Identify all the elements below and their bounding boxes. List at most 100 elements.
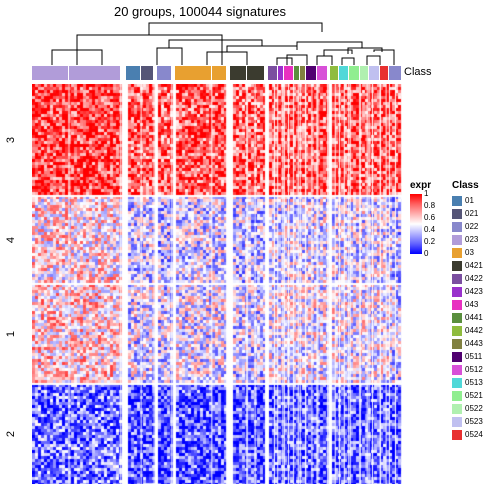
class-legend-item: 0523 <box>452 415 502 428</box>
expr-gradient: 10.80.60.40.20 <box>410 194 422 254</box>
expr-tick: 0.2 <box>424 238 435 246</box>
class-swatch <box>452 274 462 284</box>
expr-tick: 0.8 <box>424 202 435 210</box>
class-bar-segment <box>380 66 389 80</box>
class-legend-item: 0421 <box>452 259 502 272</box>
class-label: 0443 <box>465 339 483 348</box>
class-legend-item: 0441 <box>452 311 502 324</box>
row-block-label: 3 <box>5 137 17 143</box>
class-swatch <box>452 235 462 245</box>
class-bar-segment <box>32 66 69 80</box>
class-bar-segment <box>157 66 172 80</box>
heatmap-canvas <box>32 84 402 484</box>
row-block-label: 2 <box>5 431 17 437</box>
class-label: 023 <box>465 235 478 244</box>
class-swatch <box>452 313 462 323</box>
expr-tick: 0.4 <box>424 226 435 234</box>
class-bar-segment <box>230 66 247 80</box>
class-legend-title: Class <box>452 180 502 191</box>
expr-tick: 1 <box>424 190 428 198</box>
class-label: 043 <box>465 300 478 309</box>
class-label: 0422 <box>465 274 483 283</box>
class-bar-segment <box>349 66 360 80</box>
class-label: 0512 <box>465 365 483 374</box>
class-bar-segment <box>126 66 141 80</box>
class-swatch <box>452 352 462 362</box>
class-legend-item: 0524 <box>452 428 502 441</box>
class-swatch <box>452 430 462 440</box>
class-legend-item: 03 <box>452 246 502 259</box>
class-label: 022 <box>465 222 478 231</box>
class-swatch <box>452 222 462 232</box>
class-swatch <box>452 326 462 336</box>
row-block-label: 4 <box>5 237 17 243</box>
class-swatch <box>452 378 462 388</box>
class-legend-item: 023 <box>452 233 502 246</box>
class-legend-item: 0442 <box>452 324 502 337</box>
row-block-labels: 3 4 1 2 <box>0 84 28 484</box>
class-swatch <box>452 300 462 310</box>
class-bar-segment <box>330 66 339 80</box>
class-bar-segment <box>389 66 402 80</box>
class-bar-segment <box>339 66 348 80</box>
class-legend-item: 0422 <box>452 272 502 285</box>
expr-legend: expr 10.80.60.40.20 <box>410 180 450 254</box>
class-bar-segment <box>294 66 301 80</box>
class-bar-label: Class <box>404 66 432 78</box>
class-bar-segment <box>306 66 317 80</box>
class-label: 0523 <box>465 417 483 426</box>
class-swatch <box>452 339 462 349</box>
class-label: 01 <box>465 196 474 205</box>
class-legend-item: 0512 <box>452 363 502 376</box>
class-swatch <box>452 196 462 206</box>
class-bar-segment <box>212 66 227 80</box>
class-legend-item: 022 <box>452 220 502 233</box>
class-legend: Class 01 021 022 023 03 0421 0422 0423 043 0441 04… <box>452 180 502 441</box>
class-label: 0423 <box>465 287 483 296</box>
class-legend-item: 043 <box>452 298 502 311</box>
class-label: 0524 <box>465 430 483 439</box>
class-legend-item: 0521 <box>452 389 502 402</box>
class-legend-item: 0511 <box>452 350 502 363</box>
class-label: 0442 <box>465 326 483 335</box>
class-swatch <box>452 404 462 414</box>
class-swatch <box>452 248 462 258</box>
class-label: 0441 <box>465 313 483 322</box>
class-bar-segment <box>268 66 277 80</box>
class-bar-segment <box>317 66 328 80</box>
class-label: 0421 <box>465 261 483 270</box>
expr-tick: 0 <box>424 250 428 258</box>
class-legend-item: 0513 <box>452 376 502 389</box>
class-swatch <box>452 391 462 401</box>
class-label: 0513 <box>465 378 483 387</box>
chart-title: 20 groups, 100044 signatures <box>0 4 400 19</box>
class-swatch <box>452 261 462 271</box>
class-label: 0511 <box>465 352 482 361</box>
class-legend-item: 021 <box>452 207 502 220</box>
class-bar-segment <box>284 66 293 80</box>
class-label: 0522 <box>465 404 483 413</box>
expr-tick: 0.6 <box>424 214 435 222</box>
class-label: 021 <box>465 209 478 218</box>
class-legend-item: 0522 <box>452 402 502 415</box>
class-swatch <box>452 417 462 427</box>
row-block-label: 1 <box>5 331 17 337</box>
class-bar-segment <box>175 66 212 80</box>
class-label: 03 <box>465 248 474 257</box>
class-color-bar <box>32 66 402 80</box>
class-swatch <box>452 365 462 375</box>
class-bar-segment <box>360 66 369 80</box>
class-bar-segment <box>278 66 285 80</box>
class-bar-segment <box>247 66 266 80</box>
class-swatch <box>452 209 462 219</box>
class-swatch <box>452 287 462 297</box>
class-label: 0521 <box>465 391 483 400</box>
class-bar-segment <box>369 66 380 80</box>
dendrogram <box>32 20 402 65</box>
class-legend-item: 01 <box>452 194 502 207</box>
class-legend-item: 0423 <box>452 285 502 298</box>
class-legend-item: 0443 <box>452 337 502 350</box>
expr-legend-title: expr <box>410 180 450 191</box>
class-bar-segment <box>69 66 121 80</box>
class-bar-segment <box>141 66 154 80</box>
